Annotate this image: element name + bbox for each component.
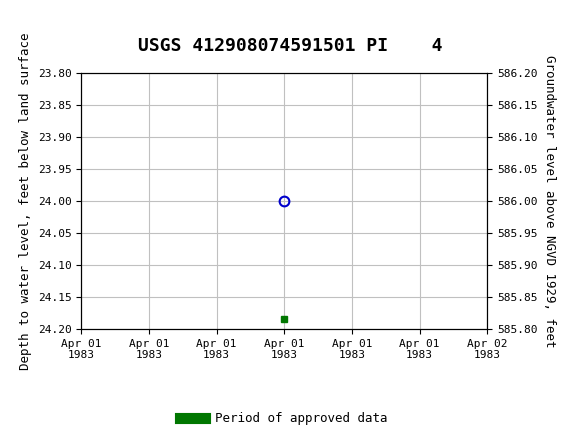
Y-axis label: Depth to water level, feet below land surface: Depth to water level, feet below land su… xyxy=(19,32,32,370)
Legend: Period of approved data: Period of approved data xyxy=(175,407,393,430)
Y-axis label: Groundwater level above NGVD 1929, feet: Groundwater level above NGVD 1929, feet xyxy=(543,55,556,347)
Text: USGS 412908074591501 PI    4: USGS 412908074591501 PI 4 xyxy=(138,37,442,55)
Text: ≈USGS: ≈USGS xyxy=(14,15,96,35)
